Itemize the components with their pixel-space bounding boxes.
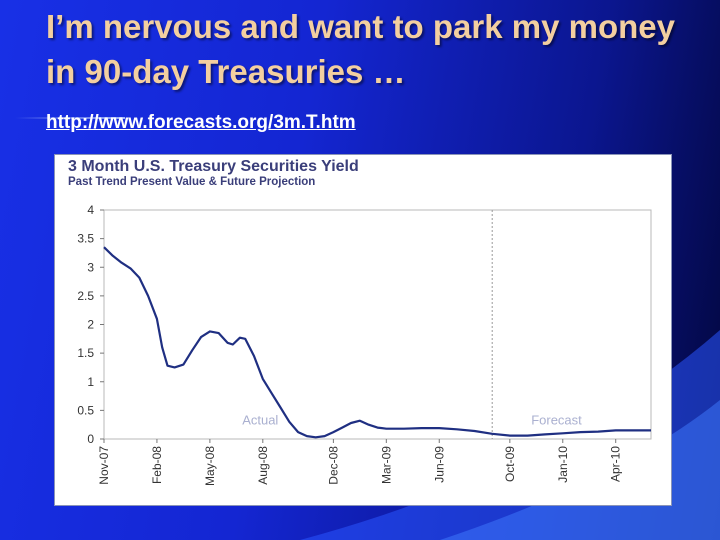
y-tick-label: 0 [87, 432, 94, 446]
y-tick-label: 4 [87, 203, 94, 217]
y-tick-label: 1 [87, 375, 94, 389]
chart-frame: 3 Month U.S. Treasury Securities Yield P… [54, 154, 672, 506]
chart-title: 3 Month U.S. Treasury Securities Yield [68, 158, 359, 175]
x-tick-label: Feb-08 [150, 446, 164, 484]
y-tick-label: 2.5 [77, 289, 94, 303]
annotation-actual: Actual [242, 413, 278, 428]
x-tick-label: Aug-08 [256, 446, 270, 485]
y-tick-label: 0.5 [77, 403, 94, 417]
plot-area [103, 209, 652, 440]
yield-line-chart: 0 0.5 1 1.5 2 2.5 3 3.5 4 Nov-07 Feb-08 May-08 Aug-0… [77, 203, 652, 486]
source-link[interactable]: http://www.forecasts.org/3m.T.htm [46, 112, 356, 133]
x-tick-label: Apr-10 [609, 446, 623, 482]
decorative-rule [15, 117, 125, 119]
x-tick-label: Jan-10 [556, 446, 570, 483]
y-tick-label: 3.5 [77, 232, 94, 246]
slide-title: I’m nervous and want to park my money in… [46, 8, 675, 90]
x-tick-label: Nov-07 [97, 446, 111, 485]
x-tick-label: Jun-09 [432, 446, 446, 483]
chart-subtitle: Past Trend Present Value & Future Projec… [68, 176, 316, 188]
annotation-forecast: Forecast [531, 413, 582, 428]
x-tick-label: May-08 [203, 446, 217, 486]
x-tick-label: Oct-09 [503, 446, 517, 482]
x-tick-label: Mar-09 [379, 446, 393, 484]
x-tick-label: Dec-08 [326, 446, 340, 485]
series-line [103, 246, 651, 439]
y-tick-label: 1.5 [77, 346, 94, 360]
y-tick-label: 3 [87, 260, 94, 274]
y-tick-label: 2 [87, 318, 94, 332]
